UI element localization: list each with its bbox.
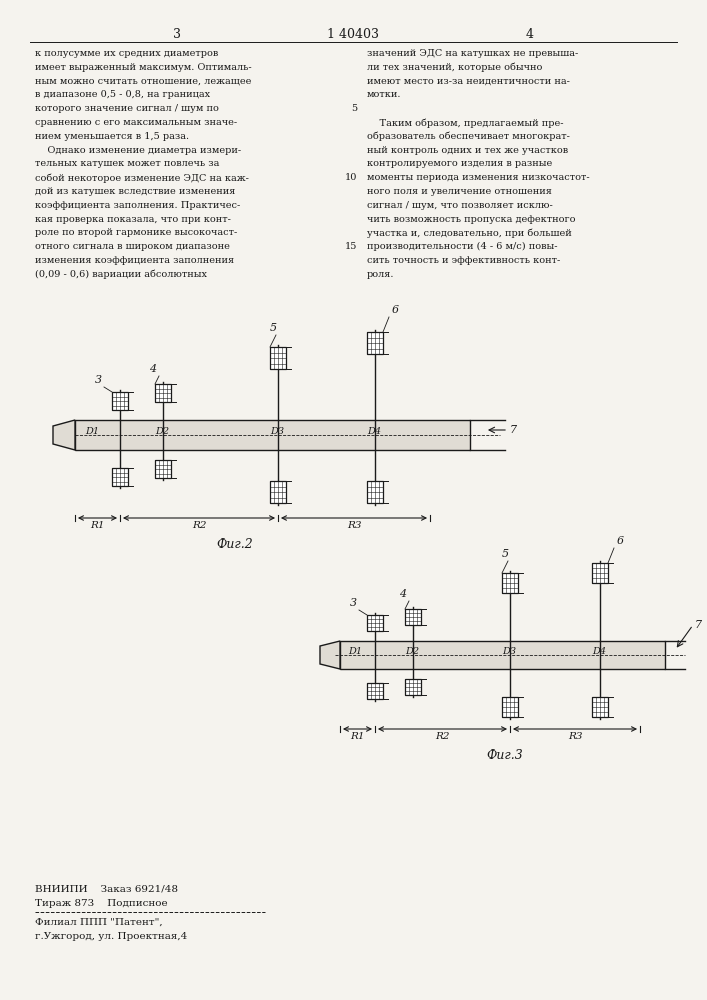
Bar <box>592 563 608 583</box>
Text: имеет выраженный максимум. Оптималь-: имеет выраженный максимум. Оптималь- <box>35 63 252 72</box>
Text: дой из катушек вследствие изменения: дой из катушек вследствие изменения <box>35 187 235 196</box>
Text: тельных катушек может повлечь за: тельных катушек может повлечь за <box>35 159 219 168</box>
Text: R3: R3 <box>568 732 583 741</box>
Text: к полусумме их средних диаметров: к полусумме их средних диаметров <box>35 49 218 58</box>
Text: мотки.: мотки. <box>367 90 402 99</box>
Bar <box>270 347 286 369</box>
Text: сравнению с его максимальным значе-: сравнению с его максимальным значе- <box>35 118 237 127</box>
Text: контролируемого изделия в разные: контролируемого изделия в разные <box>367 159 552 168</box>
Text: 5: 5 <box>351 104 357 113</box>
Bar <box>592 697 608 717</box>
Text: производительности (4 - 6 м/с) повы-: производительности (4 - 6 м/с) повы- <box>367 242 558 251</box>
Text: 4: 4 <box>149 364 156 374</box>
Bar <box>502 697 518 717</box>
Text: R2: R2 <box>192 521 206 530</box>
Text: D1: D1 <box>348 648 362 656</box>
Text: 3: 3 <box>95 375 102 385</box>
Bar <box>367 683 383 699</box>
Text: коэффициента заполнения. Практичес-: коэффициента заполнения. Практичес- <box>35 201 240 210</box>
Bar <box>367 332 383 354</box>
Text: роля.: роля. <box>367 270 395 279</box>
Text: участка и, следовательно, при большей: участка и, следовательно, при большей <box>367 228 572 238</box>
Text: 6: 6 <box>392 305 399 315</box>
Text: Тираж 873    Подписное: Тираж 873 Подписное <box>35 899 168 908</box>
Bar <box>270 481 286 503</box>
Text: сигнал / шум, что позволяет исклю-: сигнал / шум, что позволяет исклю- <box>367 201 553 210</box>
Text: кая проверка показала, что при конт-: кая проверка показала, что при конт- <box>35 215 231 224</box>
Text: D1: D1 <box>85 428 99 436</box>
Text: R1: R1 <box>350 732 365 741</box>
Text: Филиал ППП "Патент",: Филиал ППП "Патент", <box>35 918 163 927</box>
Text: которого значение сигнал / шум по: которого значение сигнал / шум по <box>35 104 219 113</box>
Text: Таким образом, предлагаемый пре-: Таким образом, предлагаемый пре- <box>367 118 563 127</box>
Text: ным можно считать отношение, лежащее: ным можно считать отношение, лежащее <box>35 77 252 86</box>
Bar <box>75 420 470 450</box>
Text: роле по второй гармонике высокочаст-: роле по второй гармонике высокочаст- <box>35 228 238 237</box>
Text: значений ЭДС на катушках не превыша-: значений ЭДС на катушках не превыша- <box>367 49 578 58</box>
Text: D2: D2 <box>155 428 169 436</box>
Text: (0,09 - 0,6) вариации абсолютных: (0,09 - 0,6) вариации абсолютных <box>35 270 207 279</box>
Bar <box>112 392 128 410</box>
Text: R2: R2 <box>436 732 450 741</box>
Bar <box>405 609 421 625</box>
Text: D3: D3 <box>270 428 284 436</box>
Text: 4: 4 <box>399 589 407 599</box>
Text: чить возможность пропуска дефектного: чить возможность пропуска дефектного <box>367 215 575 224</box>
Text: D4: D4 <box>367 428 381 436</box>
Text: в диапазоне 0,5 - 0,8, на границах: в диапазоне 0,5 - 0,8, на границах <box>35 90 210 99</box>
Text: 1 40403: 1 40403 <box>327 28 379 41</box>
Text: 5: 5 <box>501 549 508 559</box>
Text: 3: 3 <box>349 598 356 608</box>
Bar <box>367 615 383 631</box>
Text: 5: 5 <box>269 323 276 333</box>
Bar <box>112 468 128 486</box>
Bar <box>405 679 421 695</box>
Text: Фиг.3: Фиг.3 <box>486 749 523 762</box>
Text: D2: D2 <box>405 648 419 656</box>
Text: образователь обеспечивает многократ-: образователь обеспечивает многократ- <box>367 132 570 141</box>
Text: моменты периода изменения низкочастот-: моменты периода изменения низкочастот- <box>367 173 590 182</box>
Text: 7: 7 <box>695 620 702 630</box>
Text: 7: 7 <box>510 425 517 435</box>
Text: ный контроль одних и тех же участков: ный контроль одних и тех же участков <box>367 146 568 155</box>
Bar <box>340 641 665 669</box>
Polygon shape <box>320 641 340 669</box>
Bar <box>502 573 518 593</box>
Text: D3: D3 <box>502 648 516 656</box>
Text: D4: D4 <box>592 648 606 656</box>
Text: Фиг.2: Фиг.2 <box>216 538 253 551</box>
Text: сить точность и эффективность конт-: сить точность и эффективность конт- <box>367 256 560 265</box>
Text: г.Ужгород, ул. Проектная,4: г.Ужгород, ул. Проектная,4 <box>35 932 187 941</box>
Text: Однако изменение диаметра измери-: Однако изменение диаметра измери- <box>35 146 241 155</box>
Text: 3: 3 <box>173 28 181 41</box>
Text: ного поля и увеличение отношения: ного поля и увеличение отношения <box>367 187 552 196</box>
Text: отного сигнала в широком диапазоне: отного сигнала в широком диапазоне <box>35 242 230 251</box>
Text: 10: 10 <box>344 173 357 182</box>
Bar <box>155 460 171 478</box>
Text: ВНИИПИ    Заказ 6921/48: ВНИИПИ Заказ 6921/48 <box>35 885 178 894</box>
Text: 4: 4 <box>526 28 534 41</box>
Polygon shape <box>53 420 75 450</box>
Bar <box>155 384 171 402</box>
Text: 6: 6 <box>617 536 624 546</box>
Text: изменения коэффициента заполнения: изменения коэффициента заполнения <box>35 256 234 265</box>
Text: нием уменьшается в 1,5 раза.: нием уменьшается в 1,5 раза. <box>35 132 189 141</box>
Text: собой некоторое изменение ЭДС на каж-: собой некоторое изменение ЭДС на каж- <box>35 173 249 183</box>
Text: имеют место из-за неидентичности на-: имеют место из-за неидентичности на- <box>367 77 570 86</box>
Text: R3: R3 <box>346 521 361 530</box>
Text: 15: 15 <box>344 242 357 251</box>
Bar <box>367 481 383 503</box>
Text: R1: R1 <box>90 521 105 530</box>
Text: ли тех значений, которые обычно: ли тех значений, которые обычно <box>367 63 542 72</box>
